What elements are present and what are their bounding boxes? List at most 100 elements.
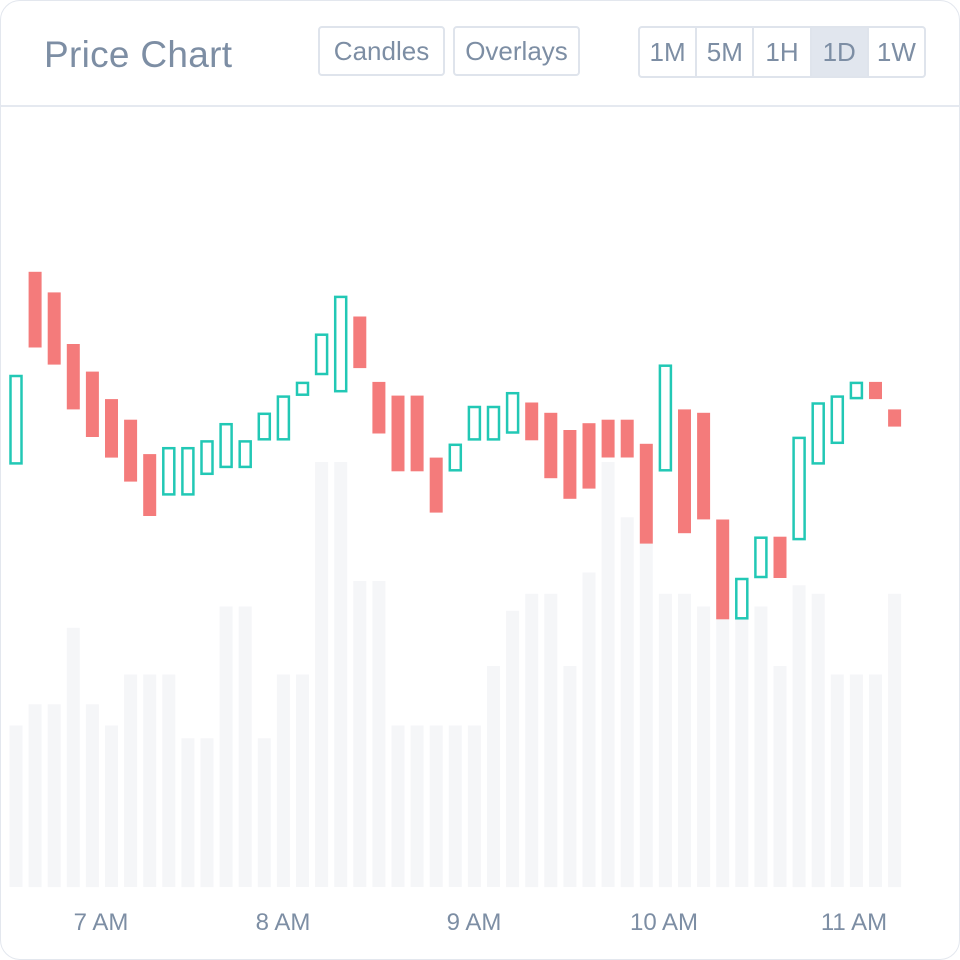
volume-bar bbox=[219, 606, 233, 887]
chart-title: Price Chart bbox=[44, 34, 233, 75]
candle-up bbox=[505, 391, 520, 434]
x-tick-label-10am: 10 AM bbox=[630, 909, 698, 936]
range-1m-button[interactable]: 1M bbox=[649, 36, 686, 67]
volume-bar bbox=[200, 738, 214, 888]
volume-bar bbox=[334, 462, 348, 887]
volume-bar bbox=[582, 572, 596, 887]
candle-down bbox=[582, 423, 596, 489]
candle-up bbox=[295, 381, 310, 396]
volume-bar bbox=[601, 462, 615, 887]
volume-bar bbox=[888, 593, 902, 888]
candle-down bbox=[429, 457, 443, 513]
volume-bar bbox=[47, 704, 61, 888]
volume-bars bbox=[9, 462, 902, 888]
volume-bar bbox=[639, 542, 653, 888]
candle-down bbox=[525, 402, 539, 441]
candle-up bbox=[181, 446, 195, 496]
candle-down bbox=[601, 419, 615, 458]
volume-bar bbox=[410, 725, 424, 887]
volume-bar bbox=[735, 606, 749, 887]
volume-bar bbox=[869, 674, 882, 887]
range-1w-button[interactable]: 1W bbox=[866, 28, 924, 76]
volume-bar bbox=[85, 704, 99, 888]
volume-bar bbox=[28, 704, 42, 888]
volume-bar bbox=[372, 581, 386, 887]
candle-up bbox=[754, 536, 768, 579]
volume-bar bbox=[66, 627, 80, 888]
volume-bar bbox=[849, 674, 863, 887]
candle-down bbox=[391, 395, 405, 472]
candle-up bbox=[314, 333, 329, 376]
range-5m-button[interactable]: 5M bbox=[695, 28, 752, 76]
volume-bar bbox=[525, 593, 539, 888]
volume-bar bbox=[678, 593, 691, 888]
x-tick-label-11am: 11 AM bbox=[821, 909, 887, 936]
volume-bar bbox=[487, 666, 500, 887]
x-axis: 7 AM 8 AM 9 AM 10 AM 11 AM bbox=[74, 909, 887, 936]
candle-up bbox=[735, 577, 749, 620]
volume-bar bbox=[181, 738, 195, 888]
volume-bar bbox=[429, 725, 443, 887]
volume-bar bbox=[563, 666, 577, 887]
candle-up bbox=[448, 443, 463, 472]
range-1d-button[interactable]: 1D bbox=[809, 28, 867, 76]
candle-up bbox=[162, 446, 176, 496]
candle-down bbox=[66, 344, 80, 410]
volume-bar bbox=[448, 725, 462, 887]
candle-down bbox=[773, 536, 787, 578]
volume-bar bbox=[238, 606, 252, 887]
chart-header: Price Chart Candles Overlays 1M 5M 1H 1D… bbox=[1, 1, 959, 107]
candle-up bbox=[9, 374, 23, 465]
candle-up bbox=[658, 364, 673, 472]
range-1h-button[interactable]: 1H bbox=[752, 28, 809, 76]
candle-down bbox=[563, 430, 577, 499]
candle-down bbox=[869, 381, 882, 400]
volume-bar bbox=[162, 674, 176, 887]
candle-down bbox=[143, 454, 157, 516]
candle-down bbox=[888, 409, 902, 427]
volume-bar bbox=[716, 568, 730, 888]
volume-bar bbox=[296, 674, 309, 887]
volume-bar bbox=[257, 738, 271, 888]
volume-bar bbox=[276, 674, 290, 887]
candle-down bbox=[85, 371, 99, 437]
candle-up bbox=[792, 436, 806, 541]
time-range-selector: 1M 5M 1H 1D 1W bbox=[638, 26, 926, 78]
candle-up bbox=[333, 295, 348, 393]
overlays-button[interactable]: Overlays bbox=[453, 26, 580, 76]
volume-bar bbox=[754, 606, 768, 887]
candle-up bbox=[830, 395, 845, 445]
candle-down bbox=[47, 292, 61, 365]
candle-down bbox=[28, 271, 42, 348]
candle-down bbox=[544, 412, 558, 479]
candle-down bbox=[410, 395, 424, 472]
candle-up bbox=[811, 402, 825, 465]
x-tick-label-7am: 7 AM bbox=[74, 909, 129, 936]
volume-bar bbox=[658, 593, 672, 888]
candle-down bbox=[716, 519, 730, 620]
volume-bar bbox=[830, 674, 844, 887]
candle-up bbox=[200, 440, 214, 476]
volume-bar bbox=[544, 593, 558, 888]
volume-bar bbox=[143, 674, 157, 887]
volume-bar bbox=[620, 517, 634, 888]
volume-bar bbox=[9, 725, 23, 887]
candle-down bbox=[697, 412, 711, 520]
candle-down bbox=[372, 381, 386, 434]
volume-bar bbox=[391, 725, 405, 887]
volume-bar bbox=[467, 725, 481, 887]
candles-button[interactable]: Candles bbox=[318, 26, 445, 76]
volume-bar bbox=[105, 725, 118, 887]
candle-down bbox=[124, 419, 138, 482]
volume-bar bbox=[792, 585, 806, 888]
volume-bar bbox=[811, 593, 825, 888]
candle-down bbox=[105, 399, 118, 458]
volume-bar bbox=[697, 606, 711, 887]
candle-down bbox=[678, 409, 691, 534]
candle-up bbox=[219, 422, 233, 469]
volume-bar bbox=[506, 610, 520, 888]
candle-up bbox=[276, 395, 291, 441]
volume-bar bbox=[353, 581, 367, 887]
candle-up bbox=[257, 412, 272, 441]
